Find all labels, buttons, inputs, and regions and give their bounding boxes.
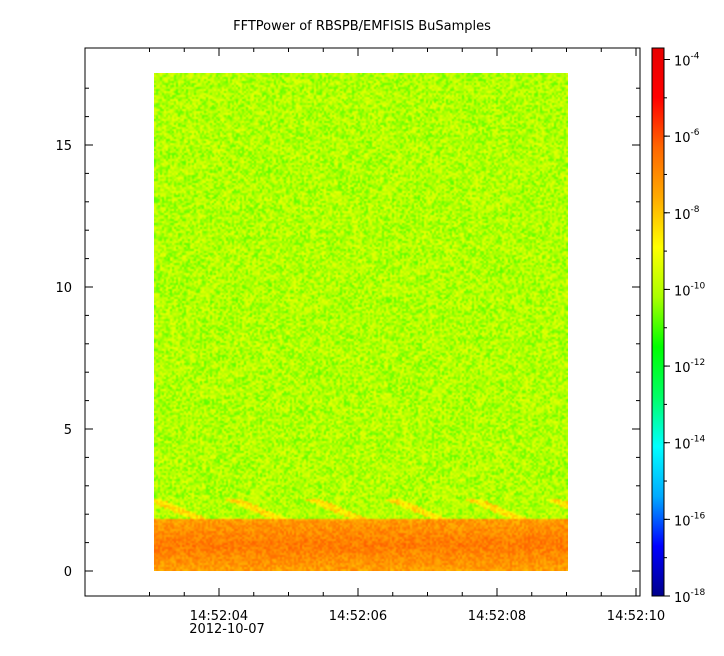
x-minor-ticks <box>149 48 602 596</box>
x-tick-label: 14:52:04 <box>190 609 248 624</box>
y-tick: 5 <box>64 423 640 438</box>
spectrogram-image <box>154 73 568 571</box>
colorbar-tick: 10-10 <box>664 281 706 299</box>
y-tick-label: 10 <box>55 281 72 296</box>
colorbar-tick: 10-16 <box>664 511 706 529</box>
y-tick-label: 15 <box>55 139 72 154</box>
colorbar-tick-label: 10-4 <box>674 51 700 69</box>
x-tick-label: 14:52:06 <box>329 609 387 624</box>
colorbar-tick-label: 10-6 <box>674 128 700 146</box>
colorbar-tick: 10-12 <box>664 358 705 376</box>
colorbar-tick: 10-8 <box>664 205 700 223</box>
colorbar-ticks: 10-4 10-6 10-8 10-10 10-12 10-14 10-16 10-18 <box>664 51 706 606</box>
colorbar-tick-label: 10-14 <box>674 435 706 453</box>
x-axis: 14:52:04 2012-10-07 14:52:06 14:52:08 14… <box>149 48 665 637</box>
x-tick: 14:52:08 <box>468 48 526 624</box>
x-date-label: 2012-10-07 <box>189 622 265 637</box>
x-tick-label: 14:52:10 <box>607 609 665 624</box>
x-tick: 14:52:04 <box>190 48 248 624</box>
y-tick-label: 5 <box>64 423 72 438</box>
y-tick: 15 <box>55 139 640 154</box>
colorbar-tick-label: 10-16 <box>674 511 706 529</box>
y-minor-ticks <box>85 87 640 544</box>
chart-title: FFTPower of RBSPB/EMFISIS BuSamples <box>233 19 491 34</box>
colorbar-tick-label: 10-10 <box>674 281 706 299</box>
colorbar-tick: 10-14 <box>664 435 706 453</box>
y-tick-label: 0 <box>64 565 72 580</box>
y-tick: 0 <box>64 565 640 580</box>
colorbar-tick-label: 10-8 <box>674 205 700 223</box>
colorbar <box>651 47 665 597</box>
colorbar-tick: 10-18 <box>664 588 706 606</box>
y-axis: 0 5 10 15 <box>55 87 640 580</box>
colorbar-tick: 10-4 <box>664 51 700 69</box>
x-tick-label: 14:52:08 <box>468 609 526 624</box>
x-tick: 14:52:06 <box>329 48 387 624</box>
colorbar-tick-label: 10-18 <box>674 588 706 606</box>
y-tick: 10 <box>55 281 640 296</box>
x-tick: 14:52:10 <box>607 48 665 624</box>
colorbar-tick-label: 10-12 <box>674 358 705 376</box>
colorbar-tick: 10-6 <box>664 128 700 146</box>
